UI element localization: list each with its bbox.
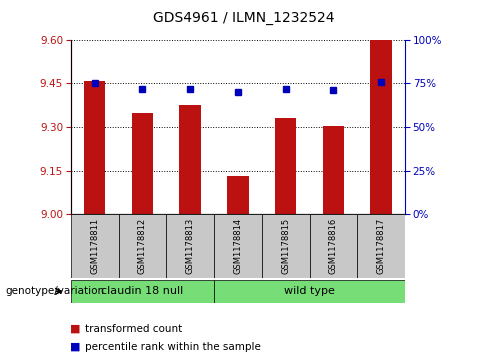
Bar (275, 118, 296, 214)
Text: GSM1178813: GSM1178813 (185, 218, 195, 274)
Bar (84, 81, 105, 214)
Text: ■: ■ (70, 342, 81, 352)
Text: ■: ■ (70, 323, 81, 334)
Text: GDS4961 / ILMN_1232524: GDS4961 / ILMN_1232524 (153, 11, 335, 25)
Text: GSM1178814: GSM1178814 (233, 218, 243, 274)
Text: transformed count: transformed count (85, 323, 183, 334)
Bar (71, 214, 119, 278)
Bar (132, 113, 153, 214)
Text: claudin 18 null: claudin 18 null (102, 286, 183, 296)
Bar (323, 126, 344, 214)
Text: GSM1178815: GSM1178815 (281, 218, 290, 274)
Text: GSM1178812: GSM1178812 (138, 218, 147, 274)
Text: GSM1178816: GSM1178816 (329, 218, 338, 274)
Text: genotype/variation: genotype/variation (5, 286, 104, 296)
Bar (309, 214, 357, 278)
Text: GSM1178817: GSM1178817 (377, 218, 386, 274)
Bar (357, 214, 405, 278)
Bar (214, 214, 262, 278)
Text: GSM1178811: GSM1178811 (90, 218, 99, 274)
Bar (71, 280, 214, 303)
Bar (119, 214, 166, 278)
Text: percentile rank within the sample: percentile rank within the sample (85, 342, 261, 352)
Bar (227, 176, 249, 214)
Bar (370, 40, 392, 214)
Bar (214, 280, 405, 303)
Bar (262, 214, 309, 278)
Text: wild type: wild type (284, 286, 335, 296)
Bar (180, 105, 201, 214)
Bar (166, 214, 214, 278)
